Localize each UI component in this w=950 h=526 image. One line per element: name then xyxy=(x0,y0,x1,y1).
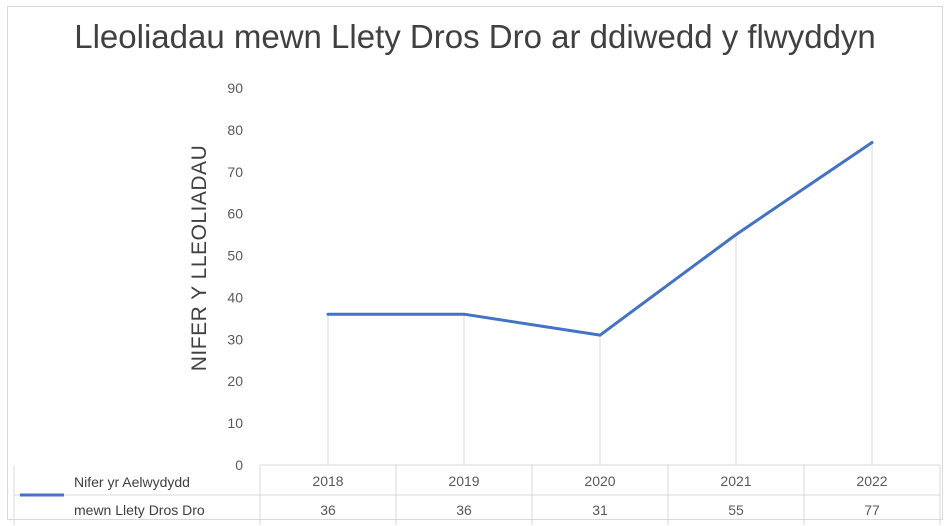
y-tick-label: 90 xyxy=(227,80,243,96)
y-tick-label: 30 xyxy=(227,331,243,347)
y-tick-label: 60 xyxy=(227,206,243,222)
x-tick-label: 2022 xyxy=(856,473,887,489)
legend-label-line-1: Nifer yr Aelwydydd xyxy=(74,474,190,490)
y-tick-label: 80 xyxy=(227,122,243,138)
x-tick-label: 2021 xyxy=(720,473,751,489)
data-table-value: 31 xyxy=(592,502,608,518)
y-tick-label: 70 xyxy=(227,164,243,180)
x-tick-label: 2018 xyxy=(312,473,343,489)
y-tick-label: 0 xyxy=(235,457,243,473)
chart-title: Lleoliadau mewn Llety Dros Dro ar ddiwed… xyxy=(74,18,876,55)
legend-label-line-2: mewn Llety Dros Dro xyxy=(74,502,205,518)
y-tick-label: 40 xyxy=(227,289,243,305)
series-line xyxy=(326,140,874,337)
data-table-value: 55 xyxy=(728,502,744,518)
x-tick-label: 2020 xyxy=(584,473,615,489)
data-table-value: 36 xyxy=(456,502,472,518)
data-table-value: 77 xyxy=(864,502,880,518)
x-tick-label: 2019 xyxy=(448,473,479,489)
data-table-value: 36 xyxy=(320,502,336,518)
y-tick-label: 10 xyxy=(227,415,243,431)
y-tick-label: 20 xyxy=(227,373,243,389)
y-tick-label: 50 xyxy=(227,248,243,264)
chart-frame xyxy=(7,6,943,520)
